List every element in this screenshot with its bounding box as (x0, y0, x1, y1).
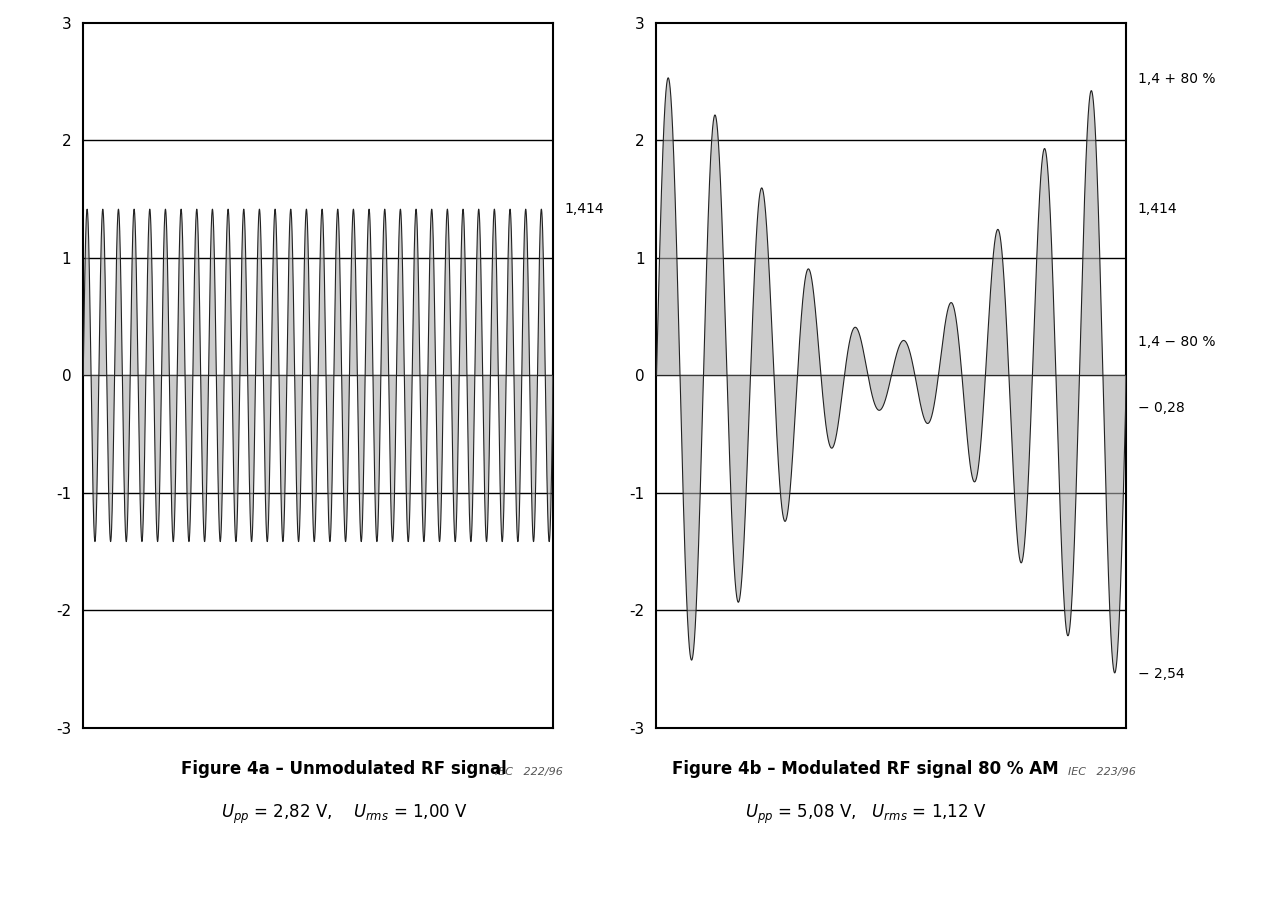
Text: IEC   222/96: IEC 222/96 (494, 767, 562, 777)
Text: 1,414: 1,414 (564, 202, 604, 217)
Text: $U_{pp}$ = 2,82 V,    $U_{rms}$ = 1,00 V: $U_{pp}$ = 2,82 V, $U_{rms}$ = 1,00 V (220, 803, 467, 826)
Text: − 2,54: − 2,54 (1138, 667, 1184, 681)
Text: 1,4 − 80 %: 1,4 − 80 % (1138, 336, 1215, 349)
Text: 1,4 + 80 %: 1,4 + 80 % (1138, 72, 1215, 86)
Text: 1,414: 1,414 (1138, 202, 1178, 217)
Text: IEC   223/96: IEC 223/96 (1068, 767, 1135, 777)
Text: $U_{pp}$ = 5,08 V,   $U_{rms}$ = 1,12 V: $U_{pp}$ = 5,08 V, $U_{rms}$ = 1,12 V (745, 803, 987, 826)
Text: − 0,28: − 0,28 (1138, 401, 1184, 415)
Text: Figure 4b – Modulated RF signal 80 % AM: Figure 4b – Modulated RF signal 80 % AM (672, 760, 1059, 778)
Text: Figure 4a – Unmodulated RF signal: Figure 4a – Unmodulated RF signal (182, 760, 507, 778)
